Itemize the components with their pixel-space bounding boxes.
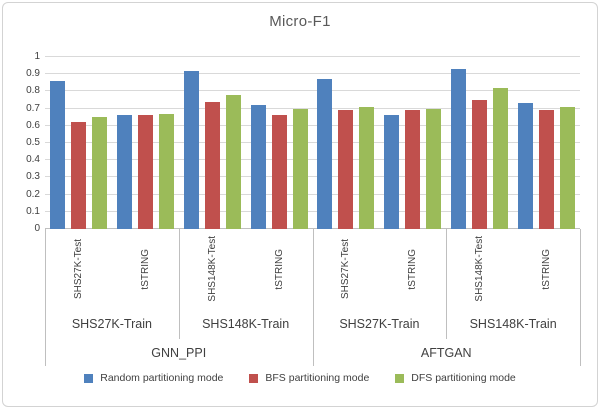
bar-series2-group7 <box>560 106 576 229</box>
legend-label: Random partitioning mode <box>100 372 224 384</box>
y-tick-label-0.6: 0.6 <box>26 119 40 131</box>
chart-title: Micro-F1 <box>269 13 331 30</box>
category-cell-5: tSTRING <box>379 229 446 309</box>
y-tick-label-0.8: 0.8 <box>26 85 40 97</box>
bar-series0-group2 <box>183 70 199 229</box>
train-group-label: SHS27K-Train <box>71 317 152 331</box>
category-cell-4: SHS27K-Test <box>313 229 380 309</box>
plot-area <box>45 56 580 229</box>
train-group-label: SHS148K-Train <box>469 317 557 331</box>
category-label: SHS148K-Test <box>206 236 218 302</box>
bar-series0-group7 <box>518 103 534 229</box>
y-tick-label-0.7: 0.7 <box>26 102 40 114</box>
bar-series0-group6 <box>451 69 467 229</box>
train-group-label: SHS27K-Train <box>339 317 420 331</box>
bar-series2-group0 <box>91 117 107 229</box>
y-tick-label-0.2: 0.2 <box>26 188 40 200</box>
x-axis-label-area: SHS27K-Test tSTRING SHS148K-Test tSTRING SHS… <box>45 229 581 366</box>
category-label: SHS148K-Test <box>474 236 486 302</box>
train-group-label: SHS148K-Train <box>202 317 290 331</box>
y-tick-label-0.1: 0.1 <box>26 205 40 217</box>
gridline-0.5 <box>45 142 580 143</box>
bar-series2-group4 <box>359 106 375 229</box>
legend: Random partitioning mode BFS partitioning… <box>0 372 600 384</box>
bar-series0-group5 <box>384 115 400 229</box>
axis-divider-2 <box>312 229 314 366</box>
bar-series1-group0 <box>70 122 86 229</box>
y-axis: 0 0.1 0.2 0.3 0.4 0.5 0.6 0.7 0.8 0.9 1 <box>0 51 40 234</box>
bar-series2-group1 <box>158 113 174 229</box>
model-group-label: AFTGAN <box>420 345 472 360</box>
model-group-label: GNN_PPI <box>151 345 207 360</box>
y-tick-label-0.9: 0.9 <box>26 68 40 80</box>
y-tick-label-0: 0 <box>34 223 40 234</box>
category-cell-7: tSTRING <box>513 229 580 309</box>
bar-series0-group1 <box>116 115 132 229</box>
bar-series0-group3 <box>250 105 266 229</box>
bar-series2-group5 <box>426 108 442 229</box>
gridline-0.2 <box>45 193 580 195</box>
bar-series0-group0 <box>49 81 65 229</box>
legend-swatch-icon <box>395 373 405 383</box>
category-cell-2: SHS148K-Test <box>179 229 246 309</box>
category-label: tSTRING <box>541 248 553 290</box>
bar-series0-group4 <box>317 79 333 229</box>
bar-series1-group2 <box>204 101 220 229</box>
category-label: tSTRING <box>139 248 151 290</box>
bar-series1-group4 <box>338 110 354 229</box>
category-cell-3: tSTRING <box>246 229 313 309</box>
category-label: SHS27K-Test <box>340 238 352 300</box>
gridline-0.4 <box>45 159 580 161</box>
gridline-0.7 <box>45 107 580 109</box>
legend-label: BFS partitioning mode <box>265 372 370 384</box>
gridline-1 <box>45 56 580 57</box>
gridline-0.8 <box>45 90 580 92</box>
gridline-0.1 <box>45 210 580 212</box>
x-axis-line <box>45 228 580 229</box>
bar-series1-group6 <box>472 100 488 229</box>
category-label: tSTRING <box>273 248 285 290</box>
axis-divider-1 <box>580 229 581 366</box>
legend-item-1: BFS partitioning mode <box>249 372 369 384</box>
gridline-0.6 <box>45 124 580 126</box>
legend-swatch-icon <box>84 373 94 383</box>
category-label: tSTRING <box>407 248 419 290</box>
bar-series1-group7 <box>539 110 555 229</box>
legend-label: DFS partitioning mode <box>411 372 516 384</box>
bar-series2-group6 <box>493 87 509 229</box>
bar-series1-group5 <box>405 110 421 229</box>
gridline-0.9 <box>45 73 580 75</box>
y-tick-label-0.5: 0.5 <box>26 137 40 148</box>
axis-divider-4 <box>446 229 448 339</box>
category-cell-6: SHS148K-Test <box>446 229 513 309</box>
category-cell-1: tSTRING <box>112 229 179 309</box>
legend-item-2: DFS partitioning mode <box>395 372 516 384</box>
bar-series2-group3 <box>292 108 308 229</box>
bar-series1-group3 <box>271 115 287 229</box>
legend-item-0: Random partitioning mode <box>84 372 223 384</box>
legend-swatch-icon <box>249 373 259 383</box>
category-label: SHS27K-Test <box>72 238 84 300</box>
category-cell-0: SHS27K-Test <box>45 229 112 309</box>
axis-divider-0 <box>45 229 46 366</box>
bar-series2-group2 <box>225 94 241 229</box>
y-tick-label-1: 1 <box>34 51 40 62</box>
y-tick-label-0.4: 0.4 <box>26 154 40 166</box>
bar-series1-group1 <box>137 115 153 229</box>
y-tick-label-0.3: 0.3 <box>26 171 40 183</box>
gridline-0.3 <box>45 176 580 178</box>
axis-divider-3 <box>178 229 180 339</box>
